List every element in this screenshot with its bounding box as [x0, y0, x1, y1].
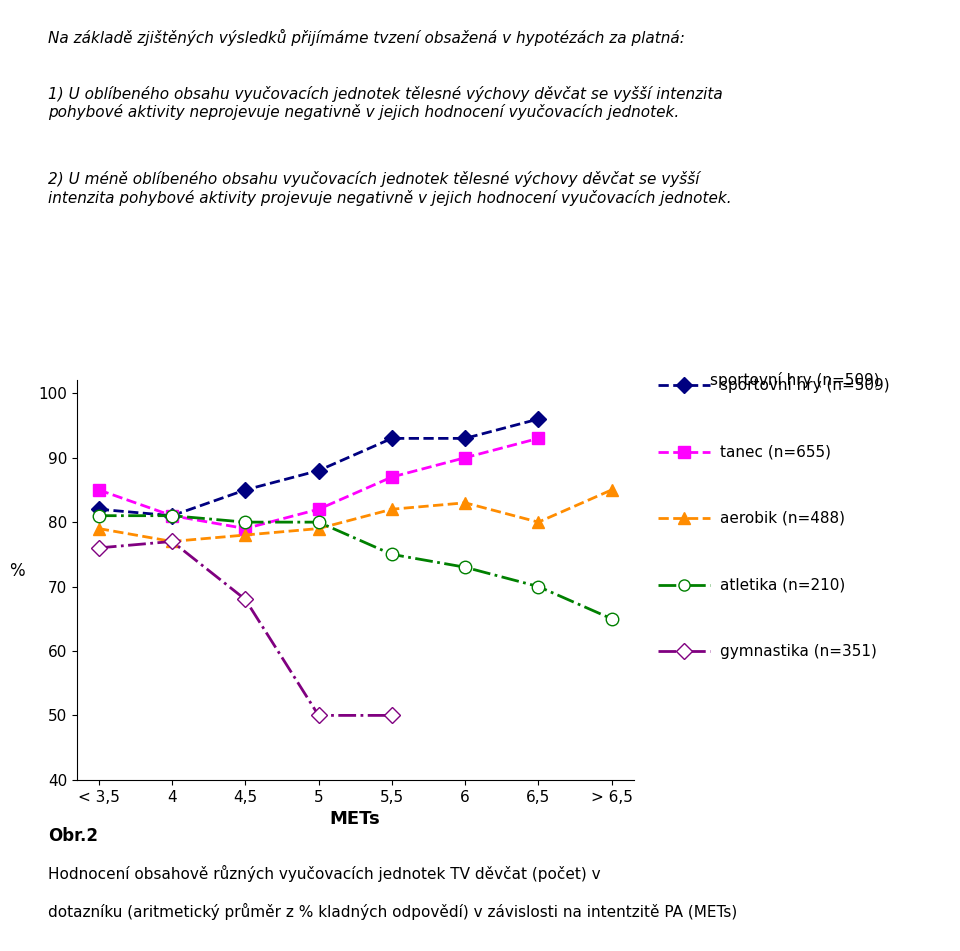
Text: Na základě zjištěných výsledků přijímáme tvzení obsažená v hypotézách za platná:: Na základě zjištěných výsledků přijímáme…	[48, 29, 684, 46]
Text: tanec (n=655): tanec (n=655)	[720, 444, 831, 459]
tanec (n=655)	[166, 510, 178, 521]
atletika (n=210)	[166, 510, 178, 521]
aerobik (n=488)	[166, 535, 178, 547]
tanec (n=655)	[93, 484, 105, 495]
sportovní hry (n=509)	[386, 433, 397, 444]
aerobik (n=488)	[313, 523, 324, 534]
Line: gymnastika (n=351): gymnastika (n=351)	[93, 536, 397, 721]
tanec (n=655)	[459, 452, 470, 463]
Y-axis label: %: %	[10, 562, 25, 580]
gymnastika (n=351)	[386, 709, 397, 721]
gymnastika (n=351)	[166, 535, 178, 547]
tanec (n=655)	[240, 523, 252, 534]
atletika (n=210)	[533, 581, 544, 592]
atletika (n=210)	[313, 516, 324, 528]
X-axis label: METs: METs	[330, 810, 380, 828]
Line: aerobik (n=488): aerobik (n=488)	[93, 484, 617, 547]
Text: 1) U oblíbeného obsahu vyučovacích jednotek tělesné výchovy děvčat se vyšší inte: 1) U oblíbeného obsahu vyučovacích jedno…	[48, 86, 723, 120]
atletika (n=210)	[240, 516, 252, 528]
atletika (n=210)	[386, 549, 397, 560]
sportovní hry (n=509)	[166, 510, 178, 521]
aerobik (n=488)	[533, 516, 544, 528]
tanec (n=655)	[313, 503, 324, 514]
sportovní hry (n=509)	[313, 465, 324, 476]
Text: atletika (n=210): atletika (n=210)	[720, 577, 845, 592]
aerobik (n=488)	[93, 523, 105, 534]
sportovní hry (n=509)	[93, 503, 105, 514]
gymnastika (n=351)	[313, 709, 324, 721]
aerobik (n=488)	[459, 497, 470, 509]
aerobik (n=488)	[240, 530, 252, 541]
sportovní hry (n=509)	[459, 433, 470, 444]
Text: aerobik (n=488): aerobik (n=488)	[720, 511, 845, 526]
Line: sportovní hry (n=509): sportovní hry (n=509)	[93, 414, 544, 521]
gymnastika (n=351)	[240, 593, 252, 605]
Line: tanec (n=655): tanec (n=655)	[93, 433, 544, 534]
atletika (n=210)	[606, 613, 617, 625]
atletika (n=210)	[459, 561, 470, 573]
gymnastika (n=351)	[93, 542, 105, 553]
Text: 2) U méně oblíbeného obsahu vyučovacích jednotek tělesné výchovy děvčat se vyšší: 2) U méně oblíbeného obsahu vyučovacích …	[48, 171, 732, 205]
tanec (n=655)	[386, 472, 397, 483]
Line: atletika (n=210): atletika (n=210)	[92, 510, 618, 625]
Text: gymnastika (n=351): gymnastika (n=351)	[720, 644, 876, 659]
Text: sportovní hry (n=509): sportovní hry (n=509)	[710, 373, 880, 388]
Text: dotazníku (aritmetický průměr z % kladných odpovědí) v závislosti na intentzitě : dotazníku (aritmetický průměr z % kladný…	[48, 903, 737, 921]
atletika (n=210)	[93, 510, 105, 521]
sportovní hry (n=509)	[240, 484, 252, 495]
tanec (n=655)	[533, 433, 544, 444]
aerobik (n=488)	[606, 484, 617, 495]
sportovní hry (n=509)	[533, 414, 544, 425]
Text: sportovní hry (n=509): sportovní hry (n=509)	[720, 378, 890, 393]
Text: Obr.2: Obr.2	[48, 827, 98, 845]
aerobik (n=488)	[386, 503, 397, 514]
Text: Hodnocení obsahově různých vyučovacích jednotek TV děvčat (počet) v: Hodnocení obsahově různých vyučovacích j…	[48, 865, 606, 883]
